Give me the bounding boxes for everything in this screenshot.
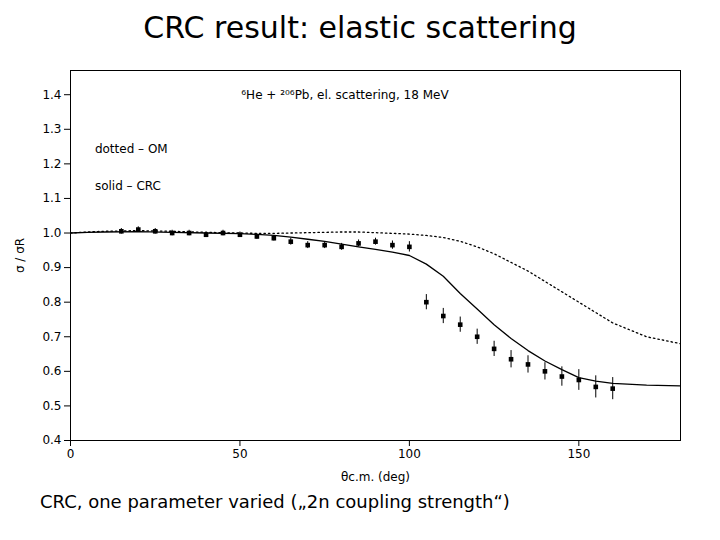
svg-text:0.7: 0.7 — [42, 330, 61, 344]
svg-text:⁶He + ²⁰⁶Pb, el. scattering, 1: ⁶He + ²⁰⁶Pb, el. scattering, 18 MeV — [241, 88, 449, 102]
svg-text:0.8: 0.8 — [42, 295, 61, 309]
svg-text:0.9: 0.9 — [42, 260, 61, 274]
svg-text:0.5: 0.5 — [42, 399, 61, 413]
svg-text:50: 50 — [232, 447, 247, 461]
svg-text:σ / σR: σ / σR — [13, 238, 27, 273]
svg-text:0: 0 — [67, 447, 75, 461]
svg-text:150: 150 — [567, 447, 590, 461]
svg-text:solid – CRC: solid – CRC — [95, 179, 161, 193]
svg-text:1.2: 1.2 — [42, 157, 61, 171]
svg-text:1.4: 1.4 — [42, 88, 61, 102]
svg-text:1.1: 1.1 — [42, 191, 61, 205]
svg-text:0.6: 0.6 — [42, 364, 61, 378]
svg-text:100: 100 — [398, 447, 421, 461]
svg-text:dotted – OM: dotted – OM — [95, 142, 168, 156]
svg-text:1.0: 1.0 — [42, 226, 61, 240]
html-text:CRC, one parameter varied („2n: CRC, one parameter varied („2n coupling … — [40, 491, 510, 512]
svg-text:0.4: 0.4 — [42, 433, 61, 447]
svg-text:1.3: 1.3 — [42, 122, 61, 136]
svg-text:θc.m. (deg): θc.m. (deg) — [341, 470, 410, 484]
html-text:CRC result: elastic scattering: CRC result: elastic scattering — [143, 10, 577, 45]
